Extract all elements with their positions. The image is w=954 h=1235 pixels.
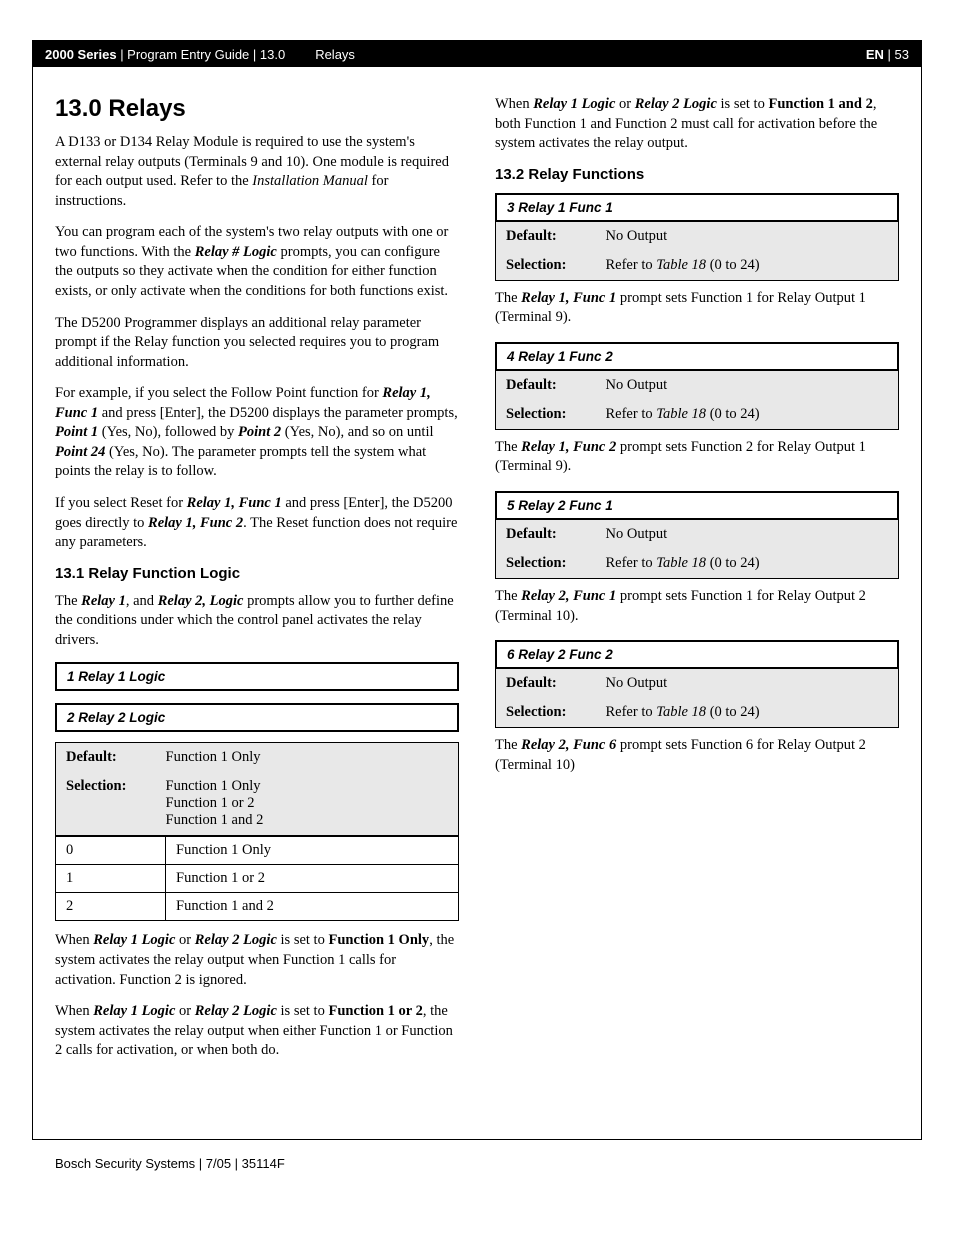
logic-options-table: 0Function 1 Only 1Function 1 or 2 2Funct… [55,836,459,921]
table-row: 0Function 1 Only [56,837,459,865]
func-default-table: Default:No OutputSelection:Refer to Tabl… [495,371,899,430]
default-label: Default: [496,520,596,549]
default-label: Default: [56,743,156,773]
selection-label: Selection: [496,549,596,579]
p-func1-or-2: When Relay 1 Logic or Relay 2 Logic is s… [55,1002,459,1061]
func-description: The Relay 1, Func 2 prompt sets Function… [495,438,899,477]
table-row: Default:No Output [496,222,899,251]
default-label: Default: [496,222,596,251]
header-series: 2000 Series | Program Entry Guide | 13.0 [45,47,285,62]
subsection-13-2: 13.2 Relay Functions [495,166,899,183]
relay-func-block: 3 Relay 1 Func 1Default:No OutputSelecti… [495,193,899,328]
intro-p3: The D5200 Programmer displays an additio… [55,314,459,373]
logic-default-table: Default: Function 1 Only Selection: Func… [55,742,459,836]
default-label: Default: [496,669,596,698]
content-columns: 13.0 Relays A D133 or D134 Relay Module … [33,67,921,1083]
func-description: The Relay 2, Func 6 prompt sets Function… [495,736,899,775]
default-value: No Output [596,371,899,400]
func-default-table: Default:No OutputSelection:Refer to Tabl… [495,520,899,579]
page-footer: Bosch Security Systems | 7/05 | 35114F [55,1156,285,1171]
subsection-13-1: 13.1 Relay Function Logic [55,565,459,582]
selection-value: Refer to Table 18 (0 to 24) [596,400,899,430]
p-func1-only: When Relay 1 Logic or Relay 2 Logic is s… [55,931,459,990]
func-description: The Relay 1, Func 1 prompt sets Function… [495,289,899,328]
selection-label: Selection: [496,251,596,281]
table-row: Default:No Output [496,371,899,400]
selection-label: Selection: [56,772,156,836]
selection-values: Function 1 Only Function 1 or 2 Function… [156,772,459,836]
param-header: 4 Relay 1 Func 2 [495,342,899,371]
table-row: Selection:Refer to Table 18 (0 to 24) [496,549,899,579]
func-default-table: Default:No OutputSelection:Refer to Tabl… [495,669,899,728]
table-row: Default:No Output [496,520,899,549]
page-header: 2000 Series | Program Entry Guide | 13.0… [33,41,921,67]
relay-func-block: 4 Relay 1 Func 2Default:No OutputSelecti… [495,342,899,477]
func-description: The Relay 2, Func 1 prompt sets Function… [495,587,899,626]
intro-p2: You can program each of the system's two… [55,223,459,301]
selection-value: Refer to Table 18 (0 to 24) [596,251,899,281]
table-row: Default: Function 1 Only [56,743,459,773]
param-header: 5 Relay 2 Func 1 [495,491,899,520]
table-row: Default:No Output [496,669,899,698]
table-row: Selection:Refer to Table 18 (0 to 24) [496,400,899,430]
right-column: When Relay 1 Logic or Relay 2 Logic is s… [495,95,899,1073]
relay-func-block: 6 Relay 2 Func 2Default:No OutputSelecti… [495,640,899,775]
intro-p5: If you select Reset for Relay 1, Func 1 … [55,494,459,553]
param-relay1-logic: 1 Relay 1 Logic [55,662,459,691]
default-value: No Output [596,669,899,698]
param-relay2-logic: 2 Relay 2 Logic [55,703,459,732]
default-value: Function 1 Only [156,743,459,773]
table-row: Selection: Function 1 Only Function 1 or… [56,772,459,836]
default-label: Default: [496,371,596,400]
left-column: 13.0 Relays A D133 or D134 Relay Module … [55,95,459,1073]
table-row: Selection:Refer to Table 18 (0 to 24) [496,698,899,728]
page-frame: 2000 Series | Program Entry Guide | 13.0… [32,40,922,1140]
intro-p1: A D133 or D134 Relay Module is required … [55,133,459,211]
param-header: 3 Relay 1 Func 1 [495,193,899,222]
table-row: 1Function 1 or 2 [56,865,459,893]
param-header: 6 Relay 2 Func 2 [495,640,899,669]
default-value: No Output [596,222,899,251]
header-section: Relays [285,47,858,62]
relay-func-block: 5 Relay 2 Func 1Default:No OutputSelecti… [495,491,899,626]
selection-label: Selection: [496,400,596,430]
selection-label: Selection: [496,698,596,728]
p-relay-logic-intro: The Relay 1, and Relay 2, Logic prompts … [55,592,459,651]
section-title: 13.0 Relays [55,95,459,123]
selection-value: Refer to Table 18 (0 to 24) [596,549,899,579]
table-row: Selection:Refer to Table 18 (0 to 24) [496,251,899,281]
header-page: EN | 53 [858,47,909,62]
func-default-table: Default:No OutputSelection:Refer to Tabl… [495,222,899,281]
p-func1-and-2: When Relay 1 Logic or Relay 2 Logic is s… [495,95,899,154]
intro-p4: For example, if you select the Follow Po… [55,384,459,482]
default-value: No Output [596,520,899,549]
table-row: 2Function 1 and 2 [56,893,459,921]
selection-value: Refer to Table 18 (0 to 24) [596,698,899,728]
